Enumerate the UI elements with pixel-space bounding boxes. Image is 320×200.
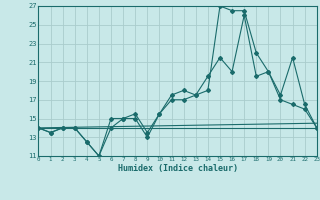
X-axis label: Humidex (Indice chaleur): Humidex (Indice chaleur) xyxy=(118,164,238,173)
